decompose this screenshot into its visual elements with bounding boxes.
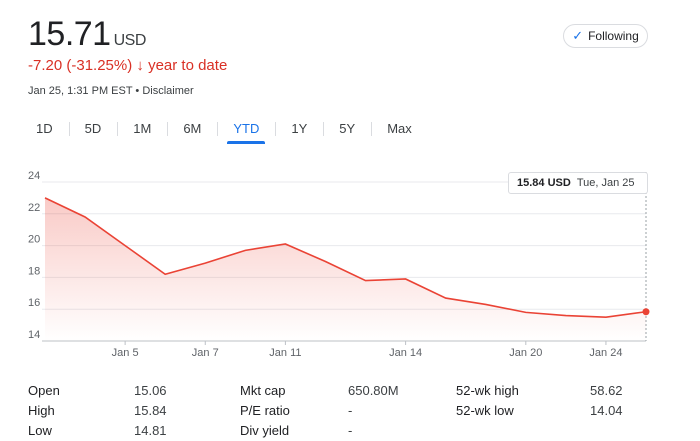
price-chart: 14 16 18 20 22 24 Jan 5 Jan 7 Jan 11 Jan 14 Jan 20… bbox=[28, 170, 650, 359]
stat-value: 15.84 bbox=[134, 403, 167, 418]
tab-1y[interactable]: 1Y bbox=[275, 118, 323, 144]
y-tick-label: 24 bbox=[28, 170, 40, 182]
y-tick-label: 22 bbox=[28, 202, 40, 214]
current-point-marker bbox=[642, 308, 650, 316]
tab-1m[interactable]: 1M bbox=[117, 118, 167, 144]
stat-label: 52-wk high bbox=[456, 383, 519, 398]
y-tick-label: 16 bbox=[28, 297, 40, 309]
tab-5y[interactable]: 5Y bbox=[323, 118, 371, 144]
x-tick-label: Jan 5 bbox=[112, 347, 139, 359]
stat-value: 15.06 bbox=[134, 383, 167, 398]
stat-label: Low bbox=[28, 423, 52, 438]
price-change: -7.20 (-31.25%) ↓ year to date bbox=[28, 56, 227, 76]
stat-label: Mkt cap bbox=[240, 383, 286, 398]
y-tick-label: 14 bbox=[28, 329, 40, 341]
price-area bbox=[45, 197, 646, 341]
change-value: -7.20 (-31.25%) bbox=[28, 57, 133, 74]
tab-max[interactable]: Max bbox=[371, 118, 428, 144]
x-tick-label: Jan 20 bbox=[509, 347, 542, 359]
stock-price: 15.71 USD bbox=[28, 14, 146, 61]
tooltip-price: 15.84 USD bbox=[517, 177, 571, 189]
currency-label: USD bbox=[113, 32, 147, 49]
stat-label: 52-wk low bbox=[456, 403, 514, 418]
stat-label: Open bbox=[28, 383, 60, 398]
stat-label: High bbox=[28, 403, 55, 418]
stat-value: 650.80M bbox=[348, 383, 399, 398]
y-tick-label: 20 bbox=[28, 234, 40, 246]
stat-label: Div yield bbox=[240, 423, 290, 438]
stat-value: 14.04 bbox=[590, 403, 623, 418]
price-value: 15.71 bbox=[28, 15, 111, 53]
down-arrow-icon: ↓ bbox=[136, 57, 144, 74]
stat-value: - bbox=[348, 403, 353, 418]
x-tick-label: Jan 11 bbox=[269, 347, 301, 359]
following-button[interactable]: ✓ Following bbox=[563, 24, 648, 48]
tab-ytd[interactable]: YTD bbox=[217, 118, 275, 144]
check-icon: ✓ bbox=[572, 28, 584, 43]
stat-value: 14.81 bbox=[134, 423, 167, 438]
stat-value: - bbox=[348, 423, 353, 438]
price-line bbox=[44, 197, 647, 318]
x-tick-label: Jan 24 bbox=[589, 347, 622, 359]
timestamp-disclaimer[interactable]: Jan 25, 1:31 PM EST • Disclaimer bbox=[28, 85, 194, 97]
range-tabs: 1D 5D 1M 6M YTD 1Y 5Y Max bbox=[20, 118, 428, 144]
tab-5d[interactable]: 5D bbox=[68, 118, 118, 144]
tab-1d[interactable]: 1D bbox=[36, 121, 53, 136]
chart-tooltip: 15.84 USD Tue, Jan 25 bbox=[508, 172, 648, 194]
stat-label: P/E ratio bbox=[240, 403, 290, 418]
stat-value: 58.62 bbox=[590, 383, 623, 398]
x-tick-label: Jan 7 bbox=[192, 347, 219, 359]
change-period: year to date bbox=[148, 57, 228, 74]
y-tick-label: 18 bbox=[28, 265, 40, 277]
tab-6m[interactable]: 6M bbox=[167, 118, 217, 144]
tooltip-date: Tue, Jan 25 bbox=[576, 177, 635, 189]
following-label: Following bbox=[588, 29, 639, 43]
x-tick-label: Jan 14 bbox=[389, 347, 422, 359]
